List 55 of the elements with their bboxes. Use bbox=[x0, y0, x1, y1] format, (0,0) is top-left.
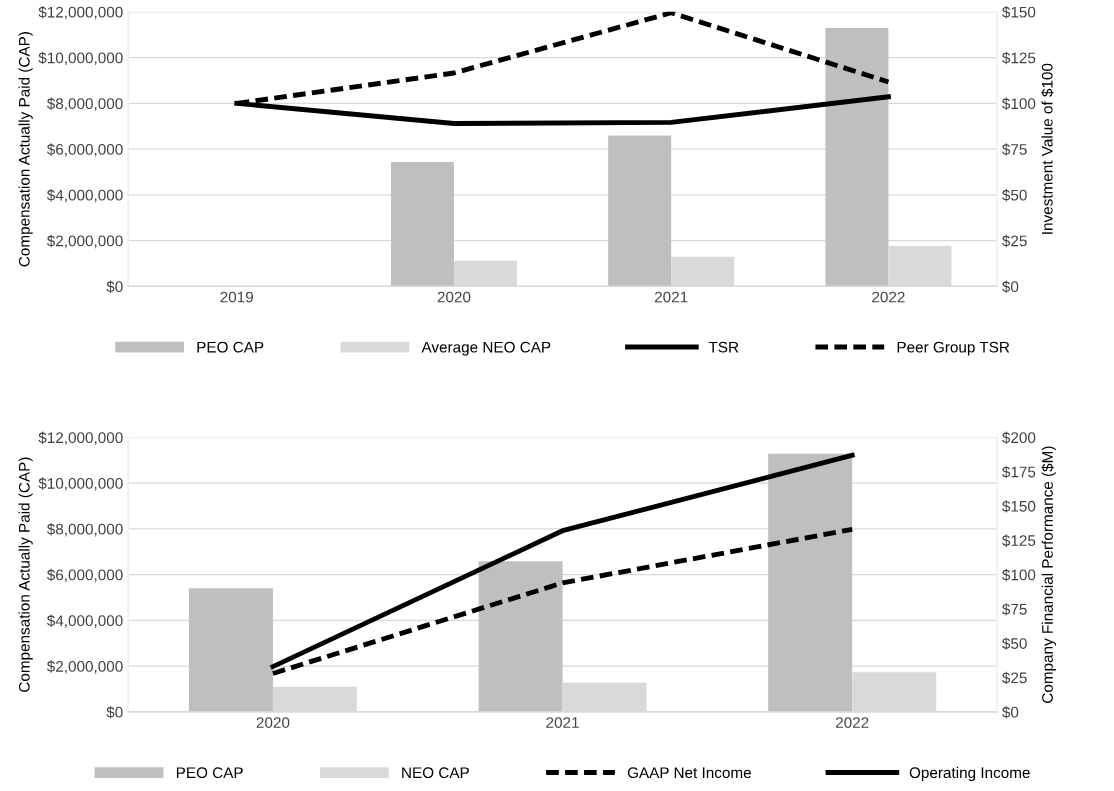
y2-tick-label: $0 bbox=[1002, 706, 1019, 719]
legend-label: Peer Group TSR bbox=[897, 341, 1010, 356]
legend-label: PEO CAP bbox=[176, 767, 243, 779]
x-tick-label: 2019 bbox=[220, 291, 253, 303]
legend-label: PEO CAP bbox=[197, 341, 264, 353]
y-tick-label: $2,000,000 bbox=[46, 660, 123, 674]
y-tick-label: $4,000,000 bbox=[46, 189, 123, 203]
y2-tick-label: $200 bbox=[1002, 431, 1036, 444]
bar bbox=[768, 453, 853, 712]
x-tick-label: 2020 bbox=[256, 717, 290, 728]
legend-label: TSR bbox=[708, 341, 739, 353]
y-tick-label: $10,000,000 bbox=[38, 51, 123, 66]
y-tick-label: $2,000,000 bbox=[46, 234, 123, 249]
y-tick-label: $6,000,000 bbox=[46, 143, 123, 157]
y2-tick-label: $150 bbox=[1002, 6, 1036, 19]
y2-tick-label: $100 bbox=[1002, 568, 1036, 582]
y2-axis-title: Company Financial Performance ($M) bbox=[1041, 446, 1056, 703]
y2-tick-label: $125 bbox=[1002, 534, 1036, 547]
y2-tick-label: $50 bbox=[1002, 189, 1027, 202]
legend-label: Average NEO CAP bbox=[421, 341, 551, 356]
y2-tick-label: $150 bbox=[1002, 500, 1036, 513]
y-tick-label: $12,000,000 bbox=[38, 6, 123, 20]
legend-label: NEO CAP bbox=[402, 767, 469, 779]
y-tick-label: $8,000,000 bbox=[46, 523, 123, 537]
bar bbox=[608, 135, 672, 287]
x-tick-label: 2020 bbox=[437, 291, 471, 303]
y2-tick-label: $50 bbox=[1002, 637, 1027, 650]
y-axis-title: Compensation Actually Paid (CAP) bbox=[18, 32, 33, 267]
y2-axis-title: Investment Value of $100 bbox=[1041, 63, 1054, 234]
y-tick-label: $12,000,000 bbox=[38, 431, 123, 445]
y2-tick-label: $100 bbox=[1002, 97, 1036, 110]
y-tick-label: $4,000,000 bbox=[46, 614, 123, 628]
y-tick-label: $10,000,000 bbox=[38, 477, 123, 491]
bar bbox=[390, 161, 454, 287]
legend-label: Operating Income bbox=[909, 766, 1030, 782]
y-tick-label: $6,000,000 bbox=[46, 568, 123, 583]
x-tick-label: 2022 bbox=[872, 291, 905, 303]
y2-tick-label: $25 bbox=[1002, 234, 1027, 248]
y2-tick-label: $75 bbox=[1002, 603, 1027, 616]
y2-tick-label: $175 bbox=[1002, 465, 1036, 479]
bar bbox=[478, 561, 563, 712]
y2-tick-label: $0 bbox=[1002, 280, 1019, 293]
y-tick-label: $0 bbox=[106, 706, 123, 719]
y-axis-title: Compensation Actually Paid (CAP) bbox=[18, 457, 33, 692]
y2-tick-label: $25 bbox=[1002, 671, 1027, 685]
y-tick-label: $0 bbox=[106, 280, 123, 293]
legend-label: GAAP Net Income bbox=[627, 767, 751, 779]
x-tick-label: 2021 bbox=[654, 291, 688, 303]
bar bbox=[188, 588, 273, 712]
x-tick-label: 2021 bbox=[546, 717, 579, 728]
y2-tick-label: $75 bbox=[1002, 143, 1027, 156]
x-tick-label: 2022 bbox=[835, 717, 869, 728]
y2-tick-label: $125 bbox=[1002, 51, 1036, 65]
bar bbox=[825, 27, 889, 287]
y-tick-label: $8,000,000 bbox=[46, 97, 123, 111]
